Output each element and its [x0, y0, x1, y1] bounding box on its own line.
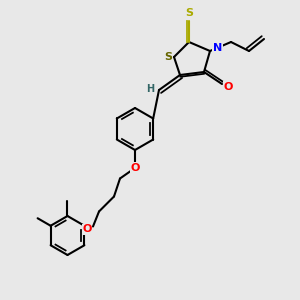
- Text: O: O: [82, 224, 92, 235]
- Text: N: N: [213, 43, 222, 53]
- Text: S: S: [164, 52, 172, 62]
- Text: O: O: [223, 82, 233, 92]
- Text: H: H: [146, 83, 154, 94]
- Text: S: S: [185, 8, 193, 19]
- Text: O: O: [130, 163, 140, 173]
